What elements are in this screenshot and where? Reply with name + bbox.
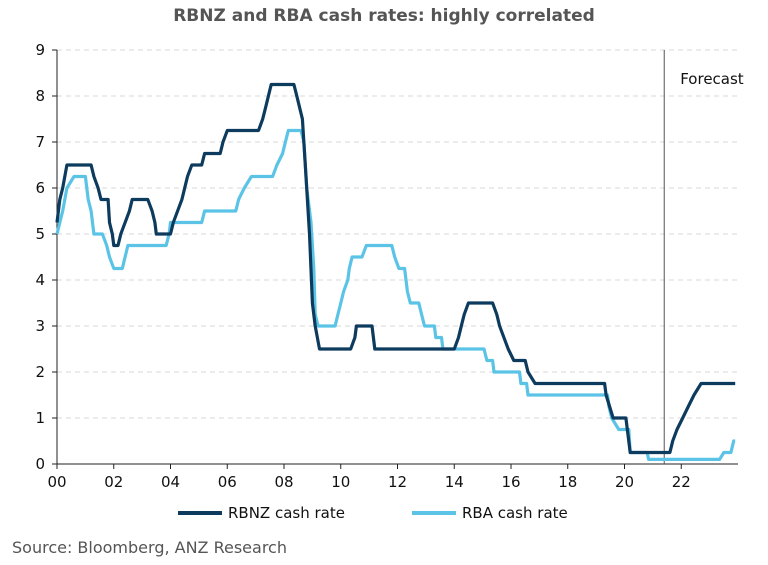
x-tick-label-12: 12 <box>388 473 407 491</box>
legend-label-rba: RBA cash rate <box>462 504 568 522</box>
x-tick-label-14: 14 <box>445 473 464 491</box>
x-tick-label-08: 08 <box>274 473 293 491</box>
y-tick-label-4: 4 <box>35 271 45 289</box>
x-tick-label-20: 20 <box>615 473 634 491</box>
y-tick-label-9: 9 <box>35 41 45 59</box>
x-tick-label-22: 22 <box>672 473 691 491</box>
legend-item-rbnz: RBNZ cash rate <box>178 504 345 522</box>
x-tick-label-18: 18 <box>558 473 577 491</box>
chart-title: RBNZ and RBA cash rates: highly correlat… <box>173 6 595 26</box>
y-tick-label-1: 1 <box>35 409 45 427</box>
forecast-annotation: Forecast <box>663 50 744 464</box>
legend-label-rbnz: RBNZ cash rate <box>228 504 345 522</box>
source-note: Source: Bloomberg, ANZ Research <box>12 538 287 557</box>
y-tick-label-8: 8 <box>35 87 45 105</box>
x-tick-label-16: 16 <box>501 473 520 491</box>
y-tick-label-7: 7 <box>35 133 45 151</box>
legend-item-rba: RBA cash rate <box>412 504 568 522</box>
y-tick-label-2: 2 <box>35 363 45 381</box>
x-tick-label-00: 00 <box>47 473 66 491</box>
x-tick-label-04: 04 <box>161 473 180 491</box>
forecast-label: Forecast <box>680 70 744 88</box>
series-line-rba <box>55 128 736 461</box>
x-tick-label-02: 02 <box>104 473 123 491</box>
x-tick-label-06: 06 <box>218 473 237 491</box>
y-tick-label-5: 5 <box>35 225 45 243</box>
legend: RBNZ cash rate RBA cash rate <box>0 504 768 528</box>
x-tick-label-10: 10 <box>331 473 350 491</box>
series-line-rbnz <box>55 82 736 455</box>
y-tick-label-6: 6 <box>35 179 45 197</box>
y-tick-label-0: 0 <box>35 455 45 473</box>
y-tick-label-3: 3 <box>35 317 45 335</box>
legend-swatch-rba <box>412 511 456 515</box>
legend-swatch-rbnz <box>178 511 222 515</box>
series <box>55 82 736 461</box>
